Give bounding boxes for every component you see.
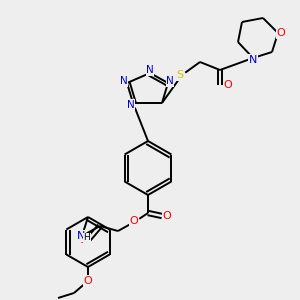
Text: O: O (277, 28, 285, 38)
Text: O: O (84, 276, 92, 286)
Text: S: S (176, 70, 184, 80)
Text: N: N (249, 55, 257, 65)
Text: O: O (163, 211, 171, 221)
Text: N: N (120, 76, 128, 86)
Text: N: N (146, 65, 154, 75)
Text: N: N (77, 231, 85, 241)
Text: O: O (130, 216, 138, 226)
Text: H: H (84, 233, 90, 242)
Text: O: O (79, 235, 87, 245)
Text: O: O (224, 80, 232, 90)
Text: N: N (166, 76, 174, 86)
Text: N: N (127, 100, 135, 110)
